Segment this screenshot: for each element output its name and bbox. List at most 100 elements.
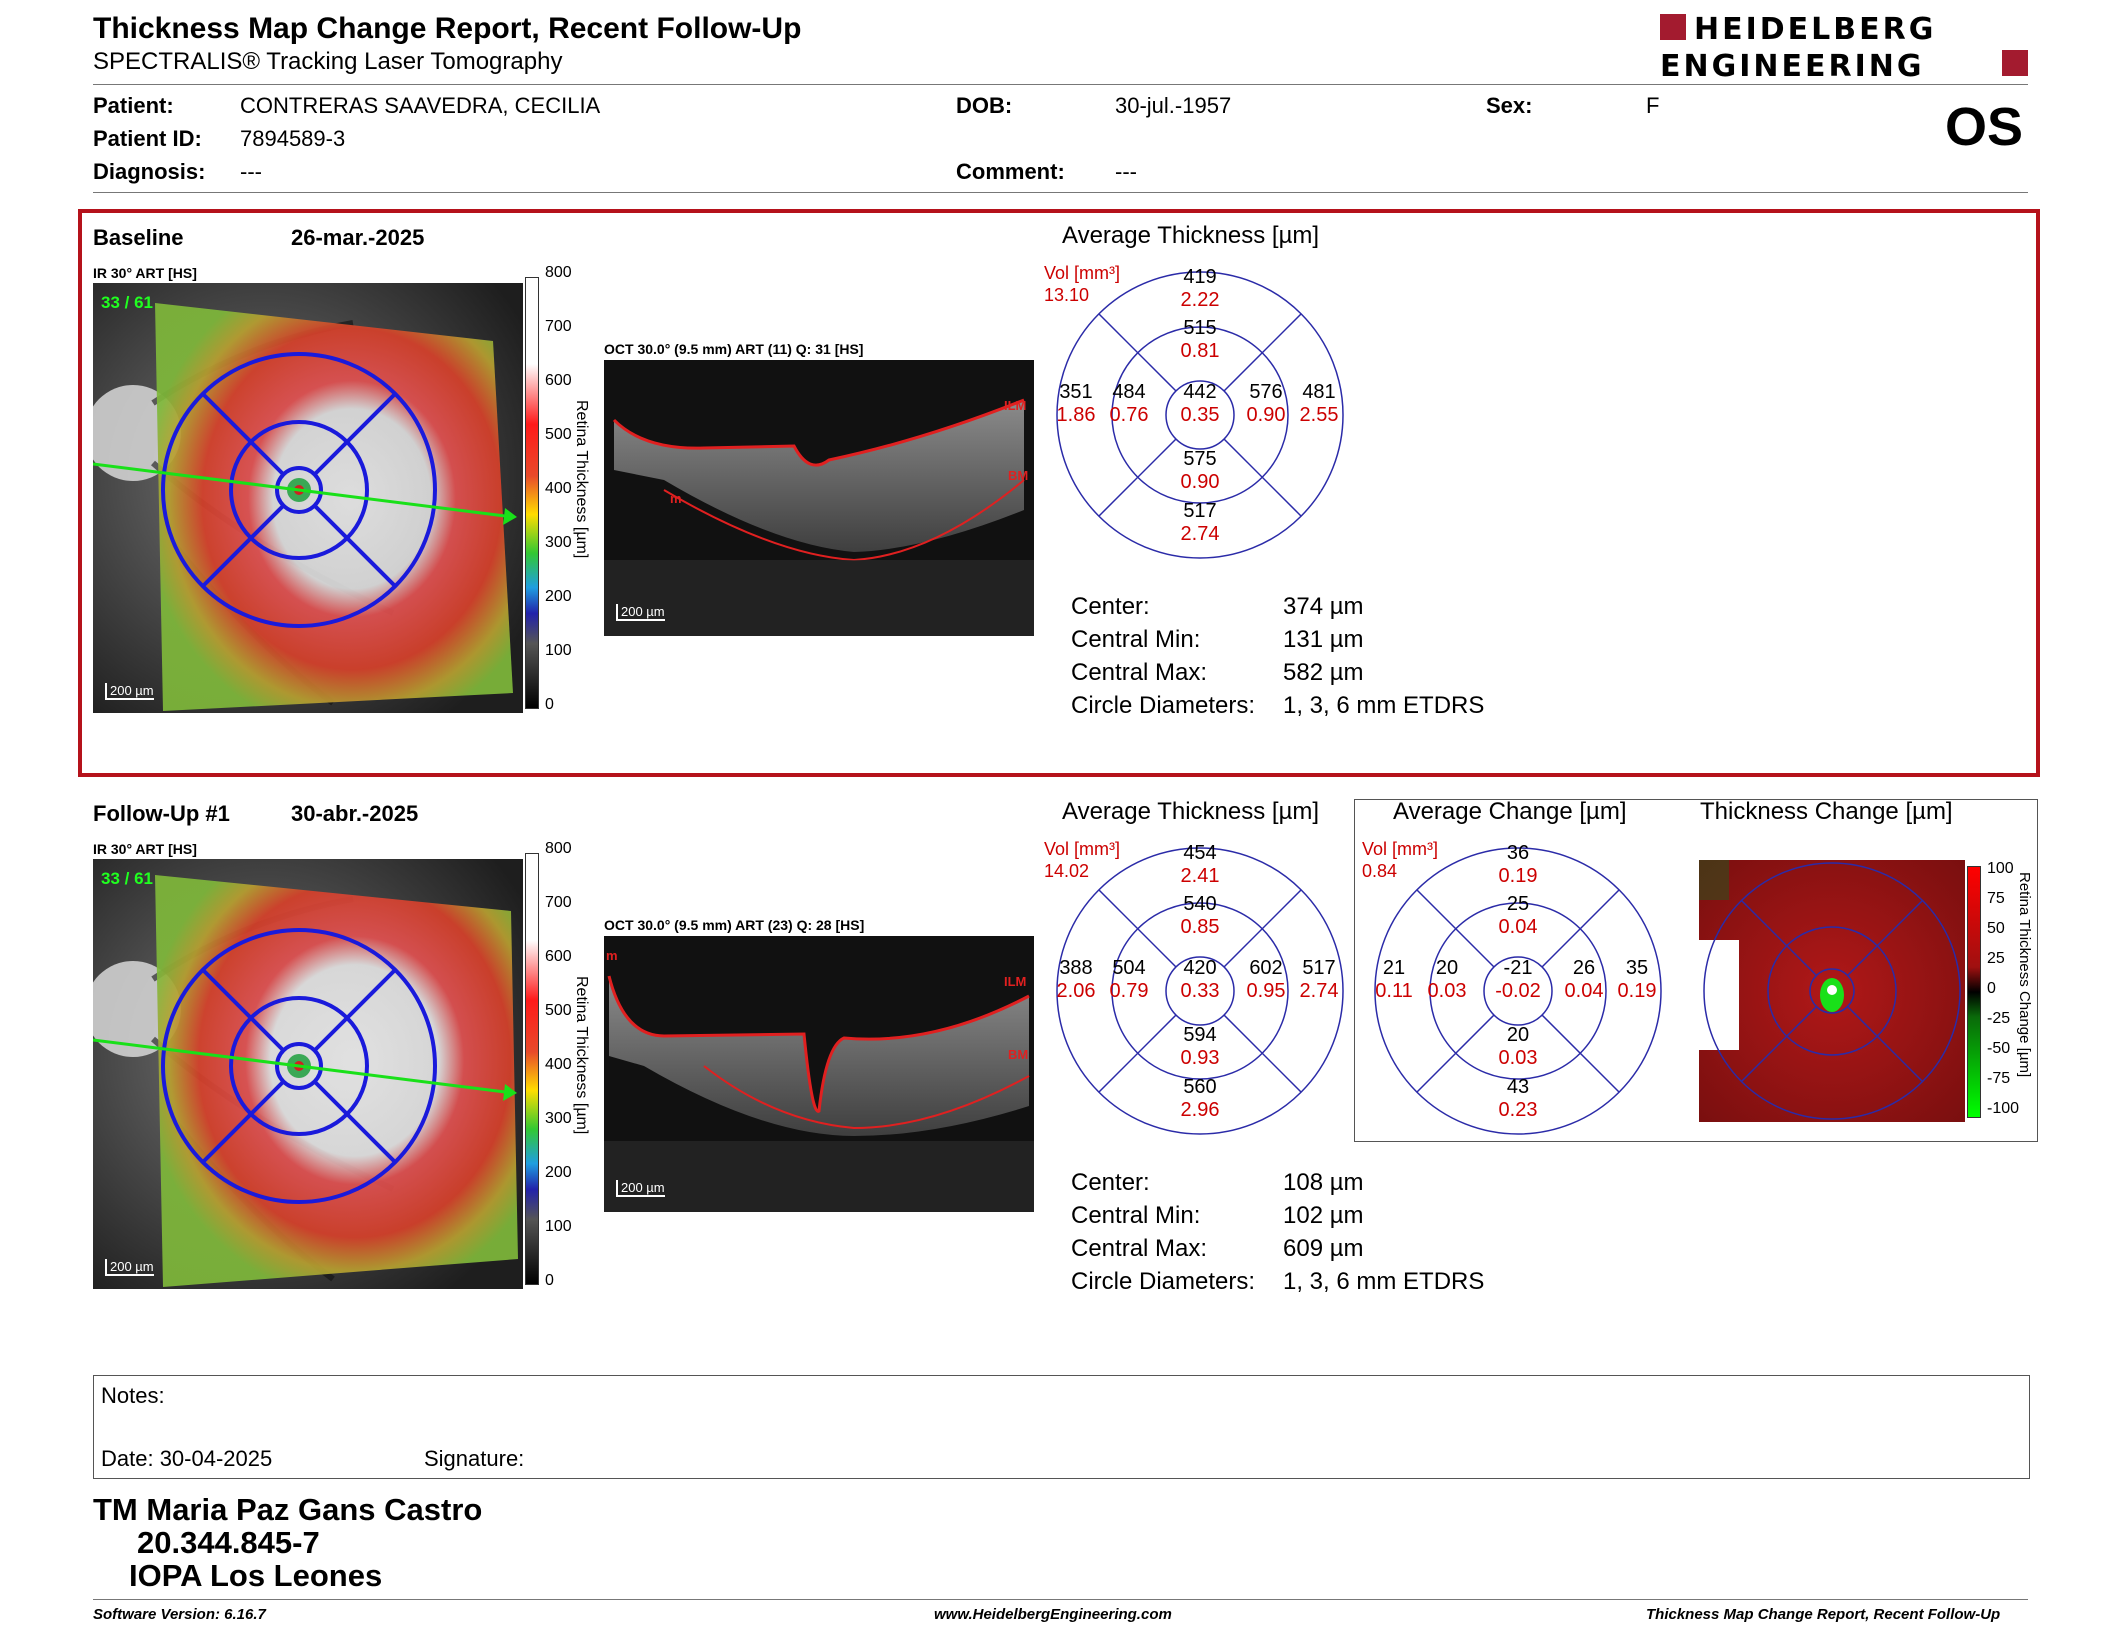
baseline-title: Baseline	[93, 225, 184, 250]
followup-color-scale	[525, 853, 539, 1285]
baseline-vol-label: Vol [mm³]	[1044, 263, 1121, 283]
baseline-thickness-value: 442	[1183, 381, 1217, 403]
followup-thickness-value: 517	[1302, 957, 1336, 979]
followup-stats: Center: 108 µm Central Min: 102 µm Central…	[1071, 1169, 1485, 1295]
followup-sector-center: 420 0.33	[1160, 957, 1240, 1003]
report-subtitle: SPECTRALIS® Tracking Laser Tomography	[93, 48, 563, 75]
followup-thickness-map: 33 / 61 200 µm	[93, 859, 523, 1289]
followup-thickness-value: 388	[1059, 957, 1093, 979]
change-thickness-value: 43	[1506, 1076, 1530, 1098]
technician-name: TM Maria Paz Gans Castro	[93, 1492, 483, 1527]
baseline-thickness-value: 484	[1112, 381, 1146, 403]
followup-thickness-value: 602	[1249, 957, 1283, 979]
change-volume-value: 0.03	[1498, 1047, 1538, 1069]
followup-volume-value: 0.93	[1180, 1047, 1220, 1069]
svg-text:BM: BM	[1008, 468, 1028, 483]
followup-sector-outer-left: 388 2.06	[1036, 957, 1116, 1003]
followup-avg-title: Average Thickness [µm]	[1062, 798, 1320, 825]
notes-box[interactable]: Notes: Date: 30-04-2025 Signature:	[93, 1375, 2030, 1479]
patient-id-value: 7894589-3	[240, 126, 346, 151]
followup-title: Follow-Up #1	[93, 801, 230, 826]
baseline-vol: Vol [mm³] 13.10	[1044, 262, 1120, 306]
change-title: Average Change [µm]	[1393, 798, 1627, 825]
baseline-frames: 33 / 61	[101, 293, 153, 312]
baseline-scale-title: Retina Thickness [µm]	[573, 400, 590, 559]
baseline-thickness-value: 517	[1183, 500, 1217, 522]
followup-volume-value: 2.96	[1180, 1099, 1220, 1121]
change-sector-outer-left: 21 0.11	[1354, 957, 1434, 1003]
followup-etdrs-grid	[1056, 847, 1344, 1135]
baseline-bscan: ILM BM m 200 µm	[604, 360, 1034, 636]
comment-value: ---	[1115, 159, 1137, 184]
svg-text:ILM: ILM	[1004, 398, 1026, 413]
followup-vol-total: 14.02	[1044, 861, 1090, 881]
baseline-thickness-value: 481	[1302, 381, 1336, 403]
footer-divider	[93, 1599, 2028, 1600]
followup-thickness-value: 594	[1183, 1024, 1217, 1046]
thickness-change-map	[1699, 860, 1965, 1122]
notes-label: Notes:	[101, 1383, 165, 1408]
svg-text:m: m	[670, 491, 682, 506]
baseline-volume-value: 0.35	[1180, 404, 1220, 426]
svg-text:ENGINEERING: ENGINEERING	[1660, 49, 1924, 80]
change-thickness-value: 26	[1572, 957, 1596, 979]
change-sector-inner-top: 25 0.04	[1478, 893, 1558, 939]
followup-bscan: ILM BM m 200 µm	[604, 936, 1034, 1212]
dob-label: DOB:	[956, 93, 1013, 118]
diagnosis-label: Diagnosis:	[93, 159, 206, 184]
followup-sector-inner-top: 540 0.85	[1160, 893, 1240, 939]
technician-place: IOPA Los Leones	[129, 1558, 383, 1593]
baseline-volume-value: 2.55	[1299, 404, 1339, 426]
followup-vol: Vol [mm³] 14.02	[1044, 838, 1120, 882]
svg-text:m: m	[606, 948, 618, 963]
eye-indicator: OS	[1945, 97, 2024, 157]
baseline-sector-inner-bottom: 575 0.90	[1160, 448, 1240, 494]
footer-report-name: Thickness Map Change Report, Recent Foll…	[1646, 1606, 2001, 1623]
followup-volume-value: 2.41	[1180, 865, 1220, 887]
followup-volume-value: 2.74	[1299, 980, 1339, 1002]
footer-url[interactable]: www.HeidelbergEngineering.com	[934, 1606, 1172, 1623]
change-thickness-value: 21	[1382, 957, 1406, 979]
thickness-change-title: Thickness Change [µm]	[1700, 798, 1953, 825]
change-etdrs-grid	[1374, 847, 1662, 1135]
change-vol-label: Vol [mm³]	[1362, 839, 1439, 859]
baseline-sector-outer-right: 481 2.55	[1279, 381, 1359, 427]
baseline-volume-value: 2.22	[1180, 289, 1220, 311]
followup-scale-bar: 200 µm	[105, 1259, 154, 1276]
change-sector-inner-right: 26 0.04	[1544, 957, 1624, 1003]
baseline-stats: Center: 374 µm Central Min: 131 µm Central…	[1071, 593, 1485, 719]
baseline-date: 26-mar.-2025	[291, 225, 425, 250]
followup-sector-inner-bottom: 594 0.93	[1160, 1024, 1240, 1070]
followup-volume-value: 2.06	[1056, 980, 1096, 1002]
followup-sector-inner-left: 504 0.79	[1089, 957, 1169, 1003]
baseline-volume-value: 2.74	[1180, 523, 1220, 545]
baseline-thickness-value: 351	[1059, 381, 1093, 403]
baseline-panel	[78, 209, 2040, 777]
change-thickness-value: 25	[1506, 893, 1530, 915]
baseline-thickness-value: 576	[1249, 381, 1283, 403]
diagnosis-value: ---	[240, 159, 262, 184]
followup-thickness-value: 420	[1183, 957, 1217, 979]
change-sector-center: -21 -0.02	[1478, 957, 1558, 1003]
patient-divider	[93, 192, 2028, 193]
change-thickness-value: -21	[1503, 957, 1533, 979]
change-color-scale	[1967, 866, 1981, 1118]
heidelberg-logo: HEIDELBERG ENGINEERING	[1660, 12, 2028, 80]
baseline-ir-label: IR 30° ART [HS]	[93, 265, 197, 281]
baseline-color-scale	[525, 277, 539, 709]
change-volume-value: -0.02	[1495, 980, 1541, 1002]
baseline-sector-outer-top: 419 2.22	[1160, 266, 1240, 312]
change-thickness-value: 20	[1435, 957, 1459, 979]
baseline-sector-inner-top: 515 0.81	[1160, 317, 1240, 363]
sex-value: F	[1646, 93, 1660, 118]
followup-volume-value: 0.33	[1180, 980, 1220, 1002]
followup-scale-title: Retina Thickness [µm]	[573, 976, 590, 1135]
baseline-oct-scale: 200 µm	[616, 604, 665, 621]
followup-volume-value: 0.95	[1246, 980, 1286, 1002]
patient-value: CONTRERAS SAAVEDRA, CECILIA	[240, 93, 601, 118]
followup-sector-inner-right: 602 0.95	[1226, 957, 1306, 1003]
followup-thickness-value: 540	[1183, 893, 1217, 915]
baseline-volume-value: 0.90	[1246, 404, 1286, 426]
baseline-volume-value: 0.76	[1109, 404, 1149, 426]
change-scale-title: Retina Thickness Change [µm]	[2016, 872, 2033, 1078]
